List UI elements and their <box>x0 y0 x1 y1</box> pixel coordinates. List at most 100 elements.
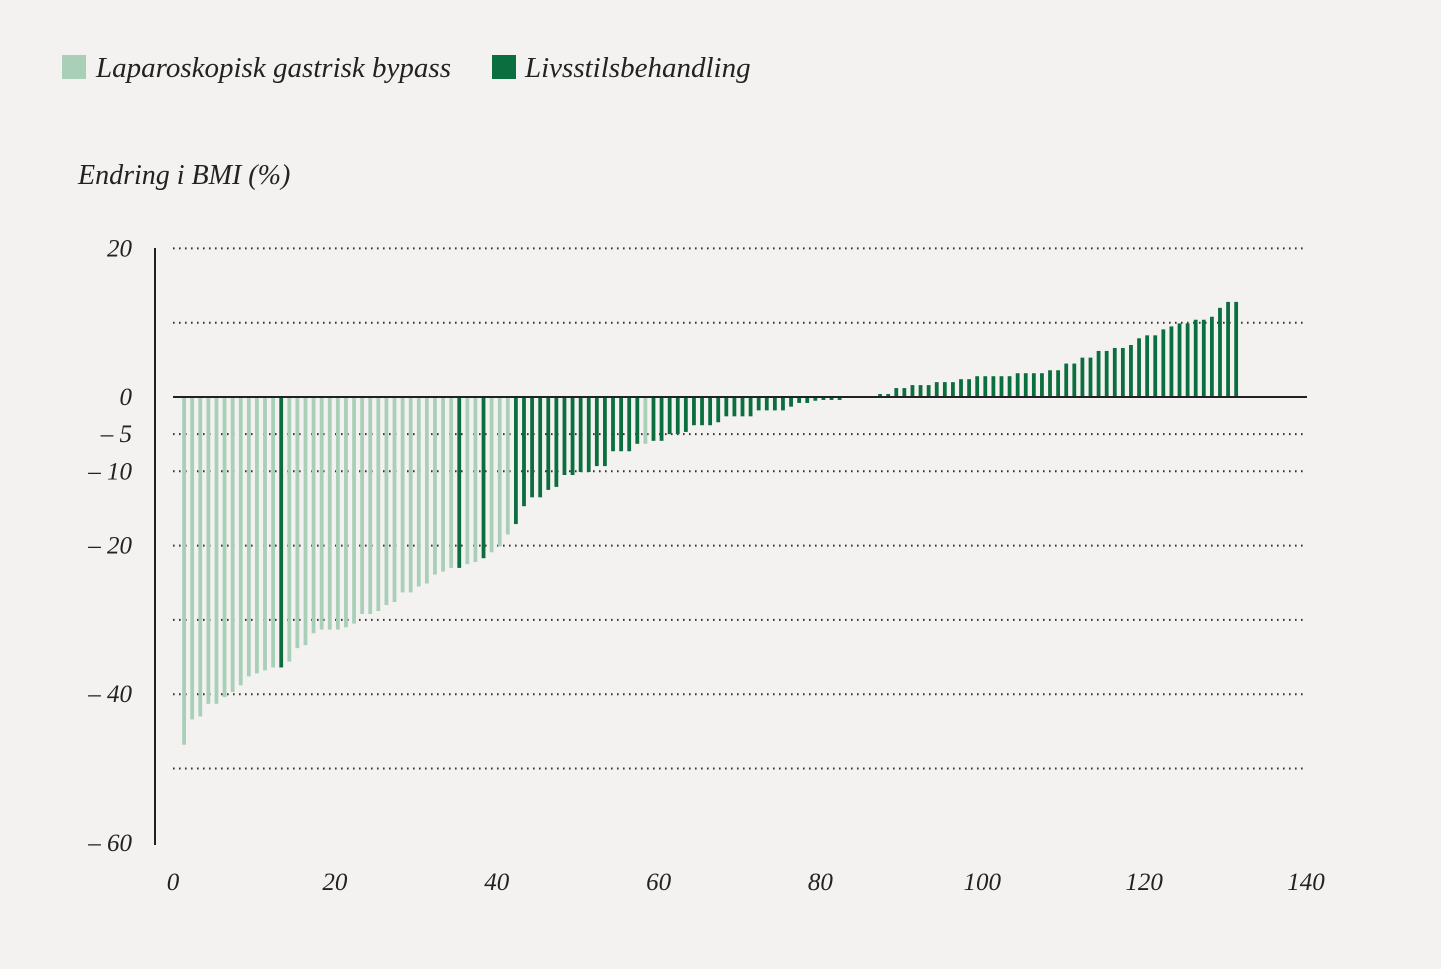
bar-bypass <box>352 397 356 624</box>
bar-bypass <box>182 397 186 745</box>
bar-bypass <box>489 397 494 553</box>
bar-lifestyle <box>481 397 486 559</box>
bar-bypass <box>433 397 437 575</box>
bar-lifestyle <box>1137 338 1141 397</box>
bar-lifestyle <box>781 397 785 411</box>
bar-lifestyle <box>967 379 971 397</box>
bar-lifestyle <box>562 397 567 476</box>
legend-label-lifestyle: Livsstilsbehandling <box>524 52 751 84</box>
bars <box>182 301 1239 745</box>
bar-bypass <box>255 397 259 674</box>
bar-bypass <box>408 397 413 593</box>
bar-bypass <box>344 397 348 628</box>
bar-lifestyle <box>1209 316 1214 397</box>
bar-bypass <box>319 397 324 630</box>
legend: Laparoskopisk gastrisk bypass Livsstilsb… <box>62 52 751 84</box>
bar-bypass <box>335 397 340 630</box>
bar-lifestyle <box>886 394 891 397</box>
bar-bypass <box>198 397 203 717</box>
bar-lifestyle <box>910 385 915 397</box>
bar-bypass <box>473 397 478 562</box>
bar-bypass <box>238 397 243 686</box>
bar-lifestyle <box>554 397 559 487</box>
bar-lifestyle <box>999 376 1004 397</box>
bar-bypass <box>424 397 429 584</box>
bar-bypass <box>263 397 267 671</box>
bar-lifestyle <box>991 376 996 397</box>
bar-bypass <box>449 397 454 568</box>
bar-lifestyle <box>829 397 834 400</box>
bar-lifestyle <box>1218 307 1222 397</box>
legend-swatch-lifestyle <box>492 55 516 79</box>
bar-lifestyle <box>772 397 777 411</box>
bar-lifestyle <box>1023 373 1028 397</box>
bar-bypass <box>214 397 219 704</box>
bar-lifestyle <box>926 385 931 397</box>
bar-lifestyle <box>797 397 802 403</box>
bar-bypass <box>287 397 292 662</box>
bar-bypass <box>400 397 405 593</box>
bar-bypass <box>222 397 227 698</box>
bar-bypass <box>465 397 470 565</box>
bar-lifestyle <box>522 397 526 507</box>
legend-label-bypass: Laparoskopisk gastrisk bypass <box>95 52 451 84</box>
bar-lifestyle <box>1177 323 1182 397</box>
bar-bypass <box>441 397 445 572</box>
bar-lifestyle <box>756 397 761 411</box>
bar-lifestyle <box>1112 347 1117 397</box>
bar-lifestyle <box>813 397 818 401</box>
y-tick-label: – 10 <box>87 458 132 485</box>
bar-lifestyle <box>683 397 688 432</box>
y-tick-label: – 20 <box>87 533 132 560</box>
bar-lifestyle <box>700 397 704 426</box>
bar-bypass <box>271 397 276 668</box>
y-tick-labels: 20 0 – 5 – 10 – 20 – 40 – 60 <box>87 235 132 856</box>
bar-lifestyle <box>918 385 923 397</box>
bar-lifestyle <box>1096 350 1101 397</box>
y-tick-label: – 5 <box>100 421 132 448</box>
bar-lifestyle <box>732 397 737 417</box>
bar-lifestyle <box>1169 326 1174 397</box>
bar-bypass <box>206 397 211 704</box>
bar-lifestyle <box>724 397 729 417</box>
bar-lifestyle <box>1064 363 1069 397</box>
bar-lifestyle <box>667 397 672 435</box>
bar-lifestyle <box>675 397 680 435</box>
bar-lifestyle <box>934 382 939 397</box>
bar-lifestyle <box>538 397 543 498</box>
bar-lifestyle <box>942 382 947 397</box>
bar-lifestyle <box>1088 357 1093 397</box>
legend-swatch-bypass <box>62 55 86 79</box>
bar-lifestyle <box>1080 357 1085 397</box>
bar-bypass <box>190 397 195 720</box>
x-tick-label: 40 <box>484 869 510 896</box>
bar-lifestyle <box>1007 376 1012 397</box>
bar-lifestyle <box>1193 319 1198 397</box>
bar-lifestyle <box>586 397 591 473</box>
y-axis-title: Endring i BMI (%) <box>77 160 290 191</box>
bar-lifestyle <box>1015 373 1020 397</box>
bar-bypass <box>384 397 389 606</box>
bar-lifestyle <box>1153 335 1158 397</box>
bar-lifestyle <box>1129 344 1133 397</box>
bar-lifestyle <box>692 397 696 426</box>
bar-lifestyle <box>740 397 745 417</box>
bar-lifestyle <box>570 397 575 476</box>
bar-bypass <box>392 397 397 603</box>
gridlines <box>173 247 1307 770</box>
bar-lifestyle <box>1031 373 1036 397</box>
x-tick-label: 80 <box>808 869 834 896</box>
bar-lifestyle <box>530 397 534 498</box>
bar-lifestyle <box>1185 323 1190 397</box>
bar-lifestyle <box>1201 319 1206 397</box>
bar-lifestyle <box>1056 370 1061 397</box>
bar-bypass <box>311 397 316 634</box>
bar-lifestyle <box>279 397 284 668</box>
y-tick-label: – 60 <box>87 830 132 857</box>
bar-lifestyle <box>627 397 632 452</box>
bar-bypass <box>643 397 648 444</box>
bar-lifestyle <box>837 397 842 400</box>
bar-lifestyle <box>748 397 753 417</box>
bar-lifestyle <box>1104 350 1109 397</box>
bar-lifestyle <box>805 397 810 403</box>
